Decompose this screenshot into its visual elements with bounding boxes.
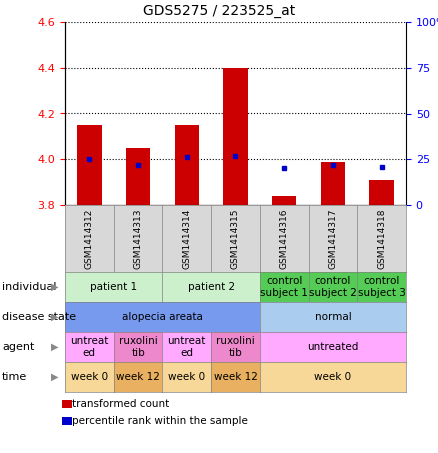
Bar xyxy=(77,125,102,205)
Text: ▶: ▶ xyxy=(51,342,59,352)
Text: week 0: week 0 xyxy=(168,372,205,382)
Text: ruxolini
tib: ruxolini tib xyxy=(216,336,255,358)
Text: week 0: week 0 xyxy=(71,372,108,382)
Text: patient 1: patient 1 xyxy=(90,282,137,292)
Bar xyxy=(126,148,150,205)
Text: GSM1414316: GSM1414316 xyxy=(280,208,289,269)
Text: week 12: week 12 xyxy=(116,372,160,382)
Text: disease state: disease state xyxy=(2,312,76,322)
Text: ▶: ▶ xyxy=(51,282,59,292)
Text: normal: normal xyxy=(314,312,351,322)
Bar xyxy=(175,125,199,205)
Text: ▶: ▶ xyxy=(51,312,59,322)
Text: GSM1414313: GSM1414313 xyxy=(134,208,143,269)
Text: alopecia areata: alopecia areata xyxy=(122,312,203,322)
Text: untreat
ed: untreat ed xyxy=(70,336,109,358)
Text: time: time xyxy=(2,372,27,382)
Text: agent: agent xyxy=(2,342,34,352)
Text: GSM1414314: GSM1414314 xyxy=(182,208,191,269)
Text: individual: individual xyxy=(2,282,57,292)
Text: week 0: week 0 xyxy=(314,372,351,382)
Text: week 12: week 12 xyxy=(214,372,258,382)
Text: GSM1414317: GSM1414317 xyxy=(328,208,337,269)
Text: control
subject 1: control subject 1 xyxy=(260,276,308,298)
Text: GDS5275 / 223525_at: GDS5275 / 223525_at xyxy=(143,4,295,18)
Bar xyxy=(370,180,394,205)
Text: patient 2: patient 2 xyxy=(187,282,235,292)
Text: GSM1414318: GSM1414318 xyxy=(377,208,386,269)
Text: control
subject 3: control subject 3 xyxy=(358,276,406,298)
Text: untreated: untreated xyxy=(307,342,359,352)
Text: ruxolini
tib: ruxolini tib xyxy=(119,336,157,358)
Text: ▶: ▶ xyxy=(51,372,59,382)
Text: transformed count: transformed count xyxy=(72,399,169,409)
Text: GSM1414315: GSM1414315 xyxy=(231,208,240,269)
Text: percentile rank within the sample: percentile rank within the sample xyxy=(72,416,248,426)
Text: GSM1414312: GSM1414312 xyxy=(85,208,94,269)
Bar xyxy=(223,68,247,205)
Bar xyxy=(321,162,345,205)
Bar xyxy=(272,196,297,205)
Text: untreat
ed: untreat ed xyxy=(168,336,206,358)
Text: control
subject 2: control subject 2 xyxy=(309,276,357,298)
